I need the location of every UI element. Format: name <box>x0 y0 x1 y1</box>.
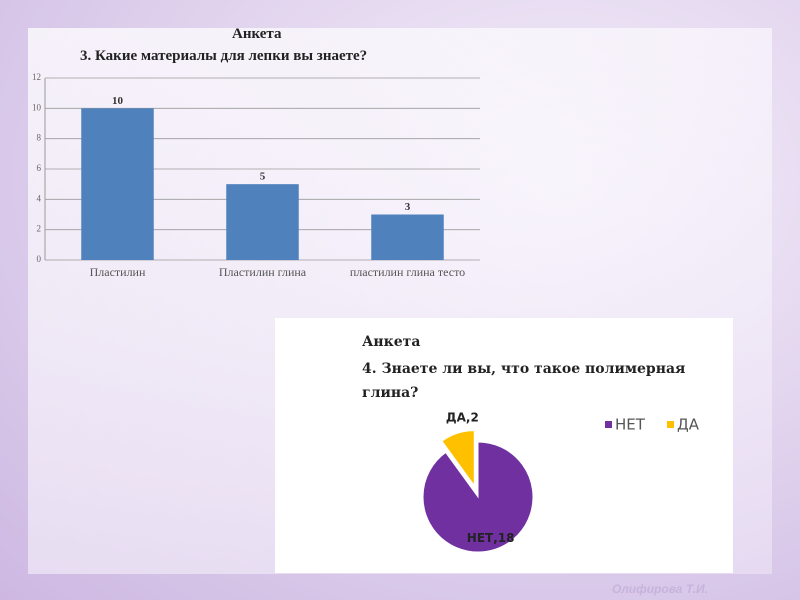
y-tick-label: 10 <box>32 102 42 112</box>
x-tick-label: пластилин глина тесто <box>349 265 466 279</box>
pie-slice <box>422 441 534 553</box>
bar <box>226 184 299 260</box>
bar <box>371 214 444 260</box>
chart-subtitle: 3. Какие материалы для лепки вы знаете? <box>80 48 368 64</box>
y-tick-label: 12 <box>32 72 41 82</box>
chart-subtitle: 4. Знаете ли вы, что такое полимерная гл… <box>362 361 686 401</box>
legend-label: НЕТ <box>615 416 646 434</box>
data-label: 5 <box>260 171 266 183</box>
y-tick-label: 0 <box>37 254 42 264</box>
chart-title: Анкета <box>232 26 282 42</box>
y-tick-label: 2 <box>37 224 42 234</box>
chart-title: Анкета <box>362 334 421 350</box>
x-tick-label: Пластилин глина <box>218 265 307 279</box>
pie-slice <box>441 430 475 488</box>
bar <box>81 108 154 260</box>
y-tick-label: 6 <box>37 163 42 173</box>
legend-label: ДА <box>677 416 700 434</box>
legend-marker <box>667 421 674 428</box>
legend-marker <box>605 421 612 428</box>
data-label: 3 <box>405 201 411 213</box>
data-label: ДА,2 <box>446 411 479 425</box>
y-tick-label: 4 <box>37 193 42 203</box>
footer: Олифирова Т.И. <box>611 582 708 596</box>
x-tick-label: Пластилин <box>89 265 146 279</box>
data-label: 10 <box>112 95 124 107</box>
y-tick-label: 8 <box>37 133 42 143</box>
data-label: НЕТ,18 <box>467 531 515 545</box>
